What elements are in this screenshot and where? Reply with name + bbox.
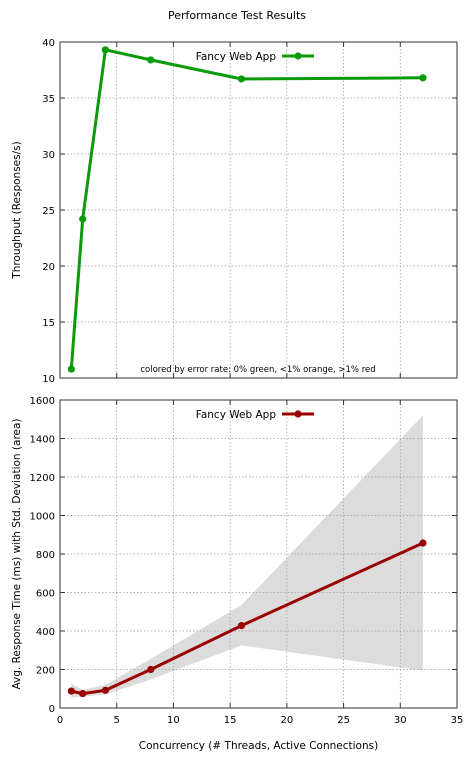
y-tick-label: 1600 <box>30 396 55 407</box>
y-tick-label: 1000 <box>30 512 55 523</box>
data-point <box>237 622 246 630</box>
throughput-chart: 10 15 20 25 30 35 40 Throughput (Responses/s) co… <box>11 38 458 385</box>
x-tick-label: 5 <box>114 715 120 726</box>
data-point <box>67 687 75 695</box>
data-point <box>101 46 109 54</box>
data-point <box>147 56 155 64</box>
y-tick-label: 15 <box>42 318 55 329</box>
y-tick-label: 10 <box>42 374 55 385</box>
y-axis-label: Throughput (Responses/s) <box>11 141 23 279</box>
data-point <box>101 686 109 694</box>
response-time-chart: 0 200 400 600 800 1000 1200 1400 1600 0 5 10 15 20 25 3… <box>11 396 463 752</box>
data-point <box>147 665 155 674</box>
series-line <box>69 48 424 370</box>
data-point <box>419 539 427 547</box>
chart-annotation: colored by error rate: 0% green, <1% ora… <box>140 365 375 375</box>
y-tick-label: 0 <box>49 704 55 715</box>
y-tick-label: 400 <box>36 627 55 638</box>
legend-label: Fancy Web App <box>196 51 277 63</box>
x-axis-label: Concurrency (# Threads, Active Connectio… <box>139 740 378 752</box>
y-tick-label: 1400 <box>30 435 55 446</box>
data-point <box>67 365 75 373</box>
y-tick-label: 1200 <box>30 473 55 484</box>
figure-title: Performance Test Results <box>168 9 306 22</box>
legend-label: Fancy Web App <box>196 409 277 421</box>
y-axis-label: Avg. Response Time (ms) with Std. Deviat… <box>11 418 23 689</box>
data-point <box>79 689 87 698</box>
y-tick-label: 35 <box>42 94 55 105</box>
x-tick-label: 35 <box>451 715 464 726</box>
x-tick-label: 15 <box>224 715 237 726</box>
x-tick-label: 0 <box>57 715 63 726</box>
data-point <box>237 75 246 83</box>
x-tick-label: 30 <box>394 715 407 726</box>
y-tick-label: 30 <box>42 150 55 161</box>
y-tick-label: 800 <box>36 550 55 561</box>
data-point <box>79 215 87 223</box>
y-tick-label: 200 <box>36 666 55 677</box>
x-tick-label: 25 <box>337 715 350 726</box>
y-tick-label: 40 <box>42 38 55 49</box>
legend-swatch-marker <box>294 410 302 418</box>
x-tick-label: 10 <box>167 715 180 726</box>
y-tick-label: 20 <box>42 262 55 273</box>
data-point <box>419 74 427 82</box>
std-deviation-band <box>71 415 424 698</box>
y-tick-label: 600 <box>36 589 55 600</box>
legend-swatch-marker <box>294 52 302 60</box>
x-tick-label: 20 <box>280 715 293 726</box>
y-tick-label: 25 <box>42 206 55 217</box>
